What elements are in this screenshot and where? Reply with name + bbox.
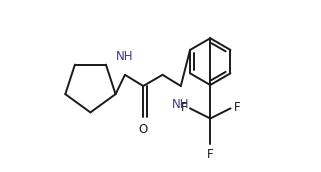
Text: F: F <box>207 148 213 160</box>
Text: O: O <box>139 123 148 136</box>
Text: F: F <box>180 101 187 114</box>
Text: F: F <box>234 101 241 114</box>
Text: NH: NH <box>172 98 190 111</box>
Text: NH: NH <box>116 50 134 63</box>
